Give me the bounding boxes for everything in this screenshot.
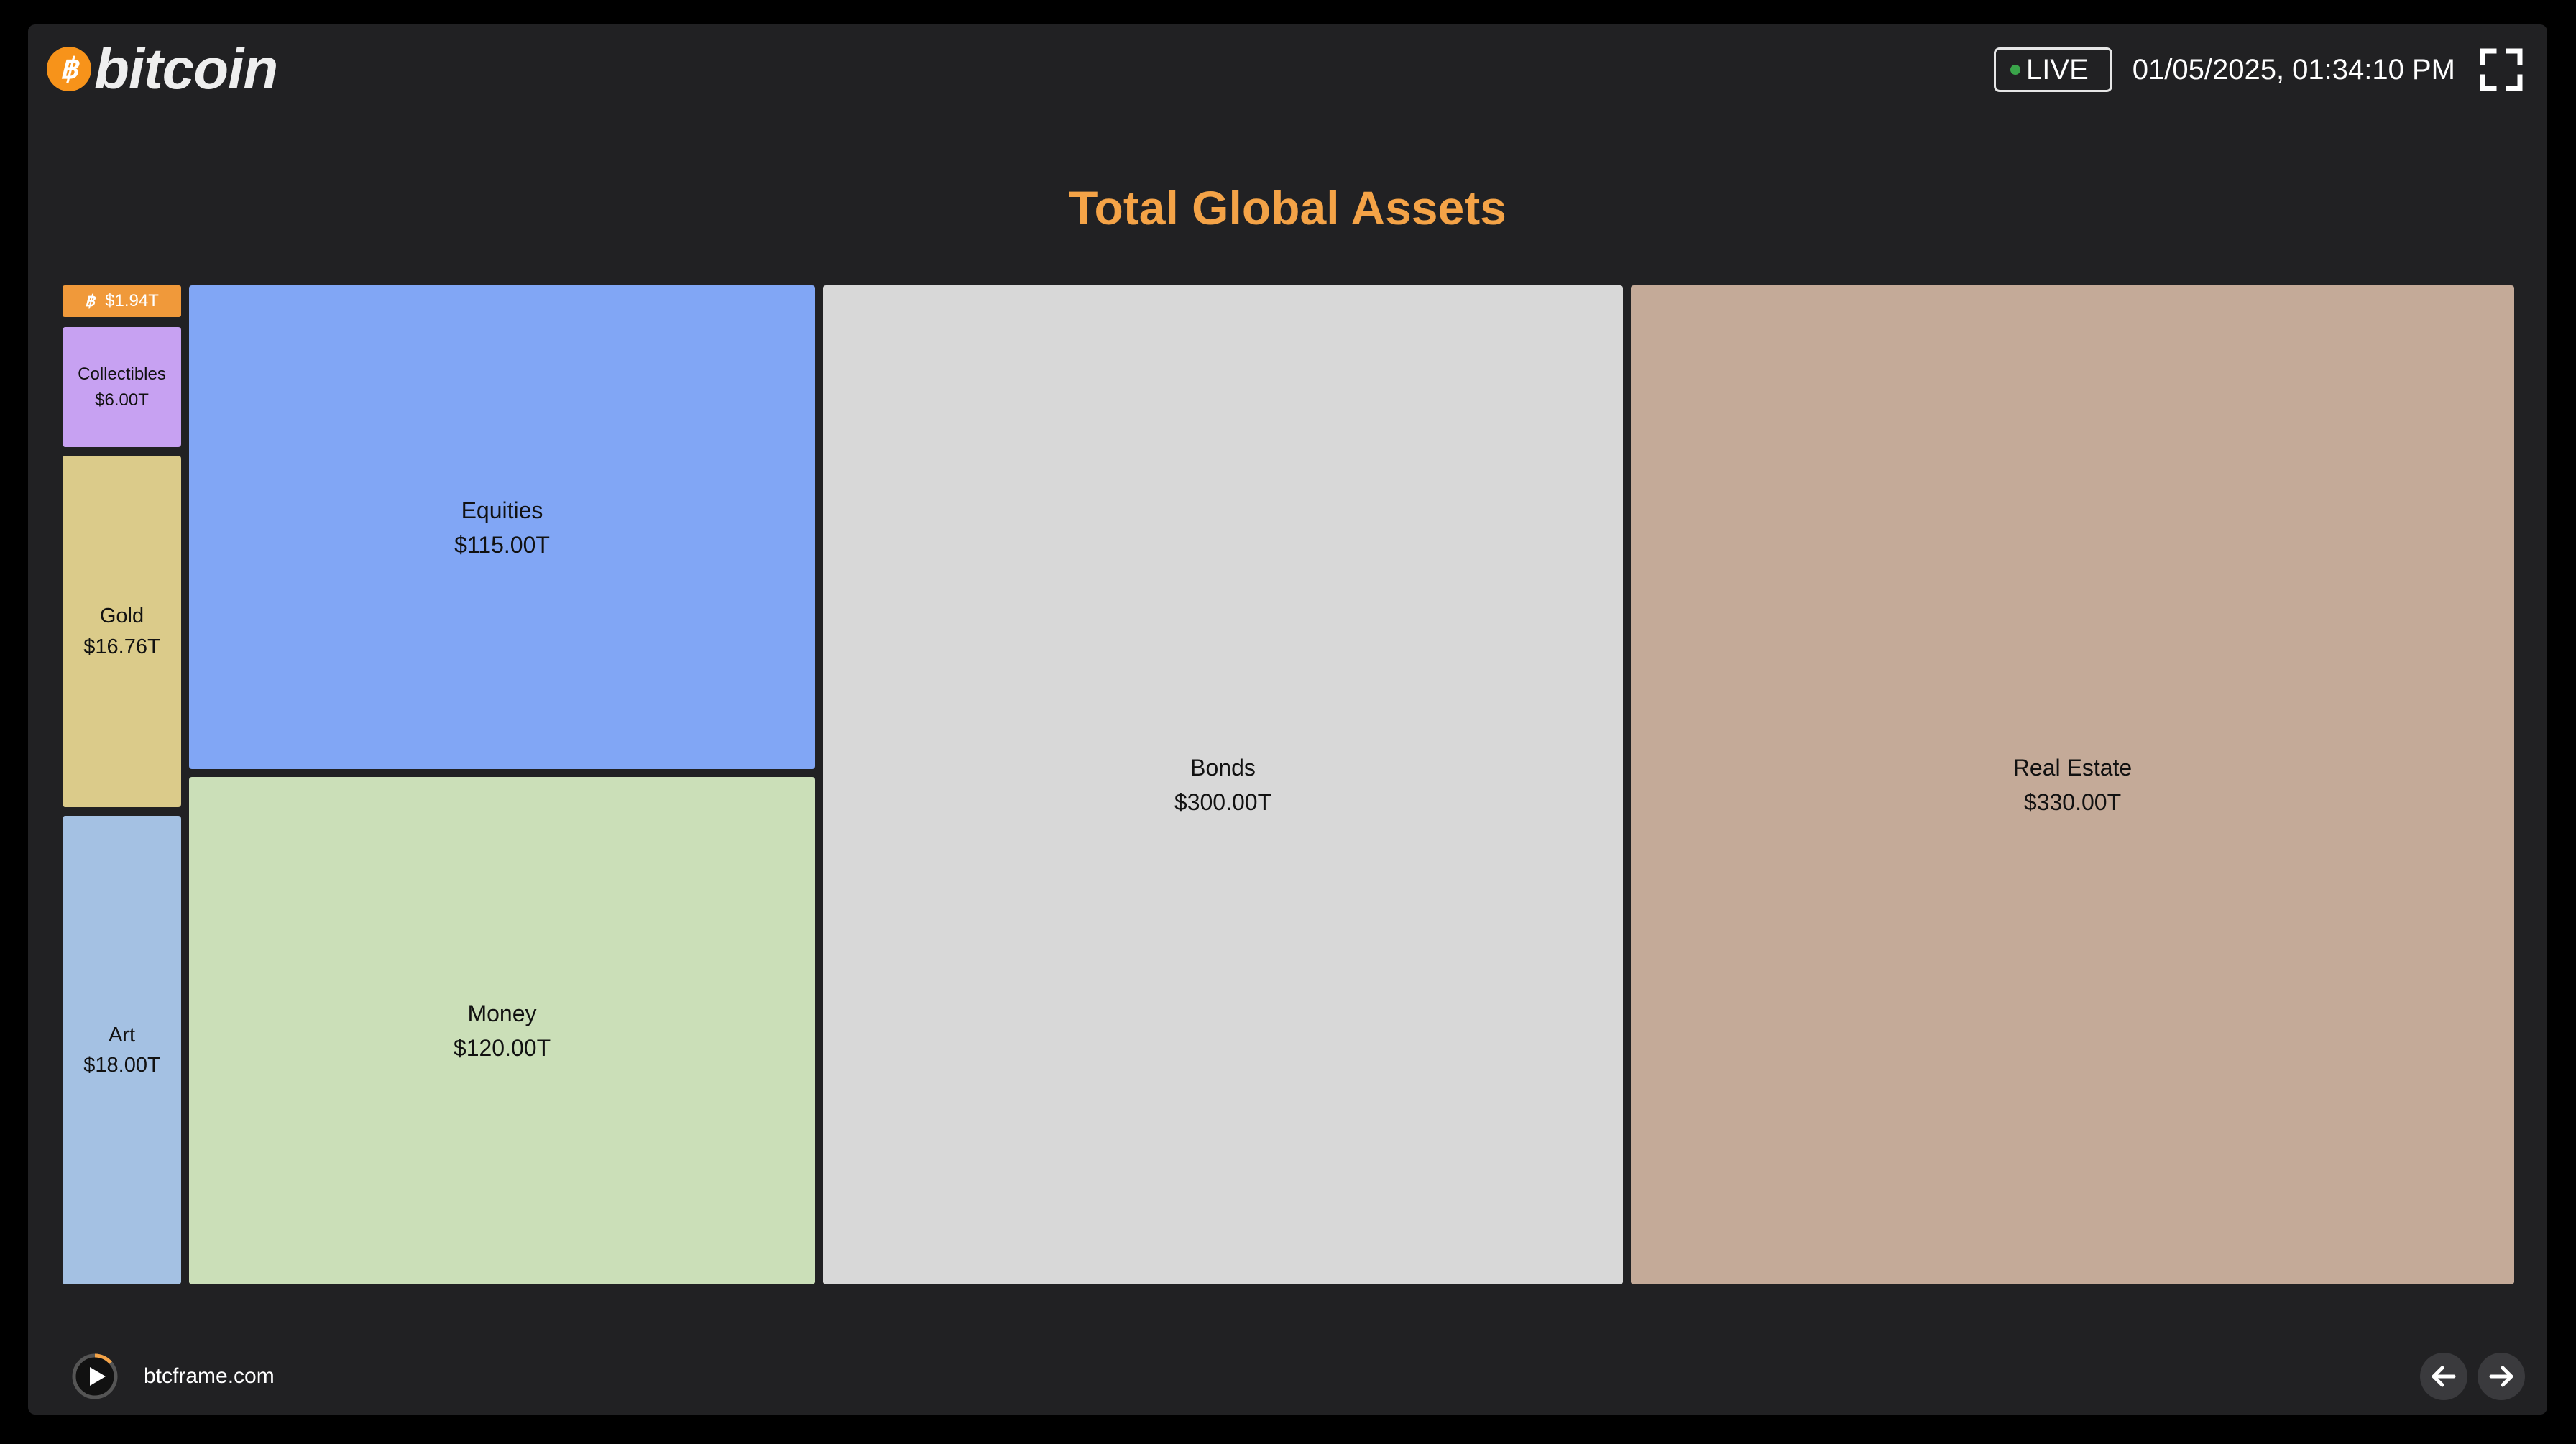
arrow-left-icon (2432, 1366, 2456, 1387)
tile-value: $330.00T (2023, 789, 2122, 815)
tile-value: $300.00T (1174, 789, 1272, 815)
play-button[interactable] (71, 1353, 119, 1400)
tile-label: Money (467, 1001, 537, 1026)
timestamp: 01/05/2025, 01:34:10 PM (2132, 53, 2455, 86)
header-right: LIVE 01/05/2025, 01:34:10 PM (1994, 45, 2523, 95)
footer-site-link[interactable]: btcframe.com (144, 1364, 275, 1388)
treemap-tile-gold: Gold $16.76T (63, 456, 181, 807)
live-label: LIVE (2026, 53, 2089, 86)
treemap-tile-money: Money $120.00T (189, 777, 815, 1284)
treemap-tile-bonds: Bonds $300.00T (823, 285, 1623, 1284)
treemap-tile-equities: Equities $115.00T (189, 285, 815, 769)
bitcoin-coin-icon: ฿ (47, 47, 91, 91)
tile-label: Gold (99, 604, 144, 628)
logo-text: bitcoin (94, 37, 278, 101)
bitcoin-logo: ฿ bitcoin (47, 37, 278, 101)
treemap-tile-real-estate: Real Estate $330.00T (1631, 285, 2514, 1284)
fullscreen-button[interactable] (2480, 48, 2523, 91)
tile-label: Bonds (1190, 755, 1256, 781)
treemap-tile-bitcoin: ฿ $1.94T (63, 285, 181, 317)
tile-value: $6.00T (95, 390, 149, 410)
play-icon (72, 1353, 118, 1399)
next-button[interactable] (2478, 1353, 2525, 1400)
dashboard-frame: ฿ bitcoin LIVE 01/05/2025, 01:34:10 PM T… (28, 24, 2547, 1415)
live-indicator-dot (2010, 65, 2021, 75)
treemap-tile-art: Art $18.00T (63, 816, 181, 1284)
tile-value: $16.76T (83, 635, 160, 658)
tile-label: Art (108, 1023, 136, 1047)
tile-value: $120.00T (453, 1035, 551, 1061)
svg-text:฿: ฿ (60, 53, 80, 85)
arrow-right-icon (2489, 1366, 2513, 1387)
chart-title: Total Global Assets (1069, 181, 1506, 234)
previous-button[interactable] (2420, 1353, 2467, 1400)
tile-label: Equities (461, 497, 543, 523)
fullscreen-icon (2480, 48, 2523, 91)
bitcoin-icon: ฿ (85, 292, 96, 310)
tile-label: Collectibles (78, 364, 166, 384)
treemap-tile-collectibles: Collectibles $6.00T (63, 327, 181, 447)
tile-value: $115.00T (454, 531, 550, 558)
tile-value: $18.00T (83, 1054, 160, 1077)
tile-value: $1.94T (105, 291, 159, 311)
tile-label: Real Estate (2012, 755, 2133, 781)
live-badge: LIVE (1994, 47, 2112, 92)
